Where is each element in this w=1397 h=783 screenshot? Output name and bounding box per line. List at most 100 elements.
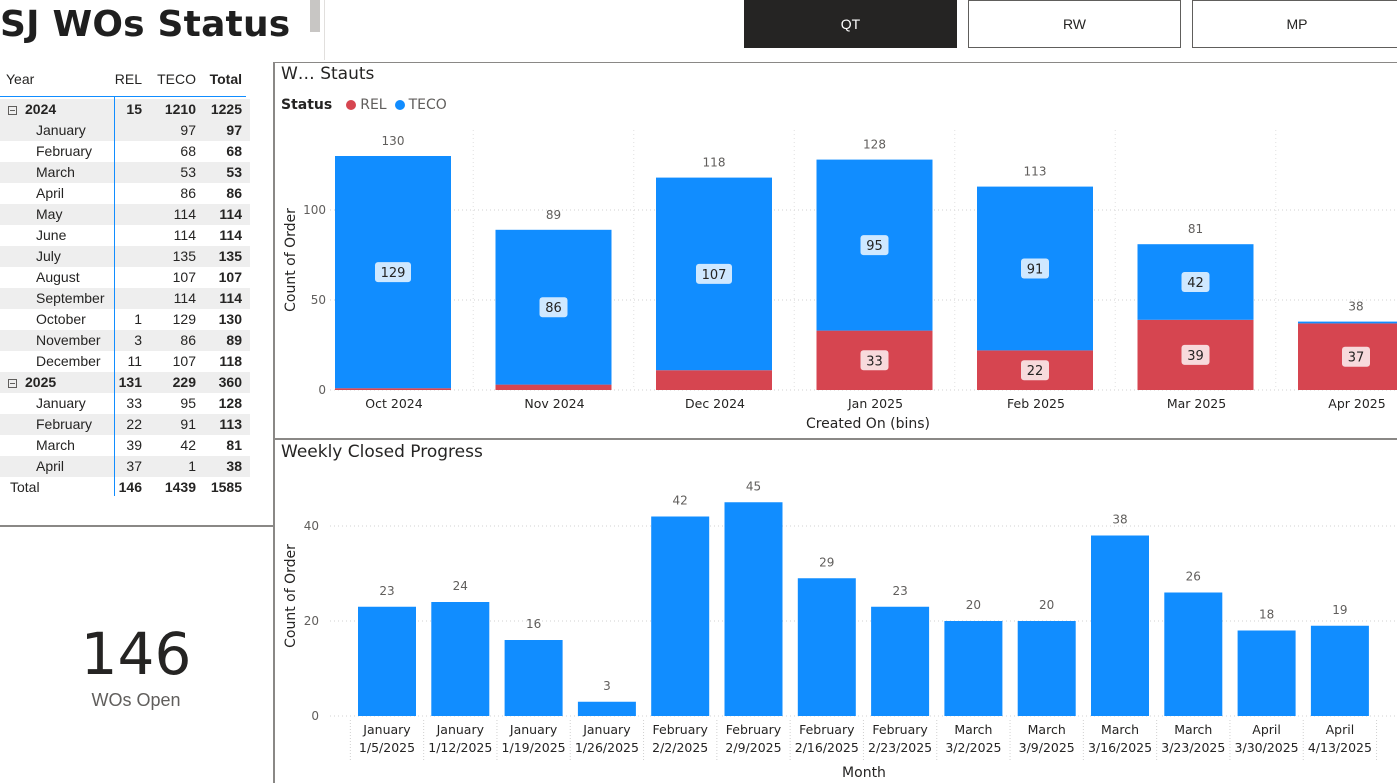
bar-weekly-closed [577,701,636,716]
matrix-month-label: April [36,458,65,474]
matrix-month-label: December [36,353,101,369]
x-tick-week-label: 1/12/2025 [428,740,492,755]
matrix-month-row[interactable]: December 11 107 118 [0,351,250,372]
slicer-button-mp[interactable]: MP [1192,0,1397,48]
matrix-cell-teco: 1 [188,458,196,474]
legend-title: Status [281,97,333,113]
weekly-chart-title: Weekly Closed Progress [281,442,483,462]
bar-weekly-closed [724,502,783,716]
matrix-month-label: July [36,248,61,264]
x-tick-month-label: January [436,722,485,737]
matrix-header-rel[interactable]: REL [114,71,142,87]
title-scrollbar[interactable] [310,0,320,32]
bar-weekly-closed [944,621,1003,716]
matrix-month-row[interactable]: March 39 42 81 [0,435,250,456]
data-label: 33 [866,354,883,369]
total-label: 130 [382,134,405,148]
matrix-cell-total: 114 [219,227,242,243]
matrix-cell-teco: 229 [172,374,196,390]
slicer-button-qt[interactable]: QT [744,0,957,48]
matrix-year-label: 2025 [25,374,57,390]
matrix-cell-rel: 3 [134,332,142,348]
matrix-cell-teco: 95 [180,395,196,411]
total-label: 128 [863,138,886,152]
matrix-month-row[interactable]: September 114 114 [0,288,250,309]
legend-rel-label[interactable]: REL [360,97,387,113]
matrix-month-row[interactable]: April 37 1 38 [0,456,250,477]
bar-rel [335,388,451,390]
matrix-year-row[interactable]: 2025 131 229 360 [0,372,250,393]
x-tick-month-label: January [582,722,631,737]
matrix-cell-total: 118 [219,353,242,369]
matrix-month-row[interactable]: June 114 114 [0,225,250,246]
matrix-cell-rel: 11 [127,353,142,369]
y-tick-label: 40 [304,519,319,533]
matrix-month-label: March [36,437,75,453]
x-tick-month-label: February [799,722,855,737]
matrix-cell-rel: 15 [126,101,142,117]
matrix-cell-teco: 86 [180,185,196,201]
x-tick-week-label: 3/30/2025 [1235,740,1299,755]
matrix-header-row: Year REL TECO Total [0,66,250,94]
matrix-cell-teco: 1210 [164,101,196,117]
matrix-month-label: March [36,164,75,180]
panel-border [0,525,274,527]
x-tick-month-label: March [1174,722,1212,737]
bar-weekly-closed [1164,592,1223,716]
x-tick-month-label: February [726,722,782,737]
data-label: 86 [545,301,562,316]
matrix-cell-teco: 42 [180,437,196,453]
matrix-month-row[interactable]: March 53 53 [0,162,250,183]
matrix-header-total[interactable]: Total [209,71,242,87]
matrix-cell-total: 38 [226,458,242,474]
matrix-month-row[interactable]: May 114 114 [0,204,250,225]
matrix-header-year[interactable]: Year [6,71,35,87]
matrix-year-row[interactable]: 2024 15 1210 1225 [0,99,250,120]
total-label: 89 [546,208,561,222]
data-label-bg [1342,346,1370,367]
matrix-header-teco[interactable]: TECO [157,71,196,87]
matrix-month-label: May [36,206,63,222]
bar-weekly-closed [1310,625,1369,716]
value-label: 16 [526,617,541,631]
value-label: 29 [819,555,834,569]
matrix-cell-total: 360 [218,374,242,390]
x-tick-month-label: March [1101,722,1139,737]
matrix-cell-total: 135 [218,248,242,264]
legend-teco-label[interactable]: TECO [408,97,447,113]
x-tick-week-label: 3/23/2025 [1161,740,1225,755]
data-label: 91 [1027,263,1044,278]
matrix-month-row[interactable]: August 107 107 [0,267,250,288]
matrix-month-label: August [36,269,80,285]
legend-teco-marker [394,100,405,110]
matrix-month-row[interactable]: November 3 86 89 [0,330,250,351]
data-label: 107 [702,268,727,283]
matrix-cell-teco: 91 [180,416,196,432]
slicer-button-rw[interactable]: RW [968,0,1181,48]
matrix-month-row[interactable]: July 135 135 [0,246,250,267]
matrix-month-row[interactable]: January 97 97 [0,120,250,141]
data-label: 37 [1348,351,1365,366]
matrix-cell-total: 53 [226,164,242,180]
matrix-month-row[interactable]: January 33 95 128 [0,393,250,414]
matrix-month-row[interactable]: February 22 91 113 [0,414,250,435]
collapse-icon[interactable] [8,105,17,115]
value-label: 20 [966,598,981,612]
value-label: 38 [1112,513,1127,527]
matrix-cell-teco: 129 [172,311,196,327]
x-tick-month-label: March [954,722,992,737]
collapse-icon[interactable] [8,378,17,388]
matrix-cell-teco: 53 [180,164,196,180]
matrix-month-row[interactable]: February 68 68 [0,141,250,162]
header-divider [324,0,325,60]
value-label: 3 [603,679,611,693]
matrix-cell-total: 81 [226,437,242,453]
y-tick-label: 20 [304,614,319,628]
matrix-month-row[interactable]: April 86 86 [0,183,250,204]
bar-weekly-closed [504,640,563,716]
matrix-month-row[interactable]: October 1 129 130 [0,309,250,330]
x-tick-label: Nov 2024 [524,396,584,411]
data-label: 22 [1027,364,1044,379]
matrix-total-row[interactable]: Total 146 1439 1585 [0,477,250,498]
x-tick-month-label: March [1028,722,1066,737]
